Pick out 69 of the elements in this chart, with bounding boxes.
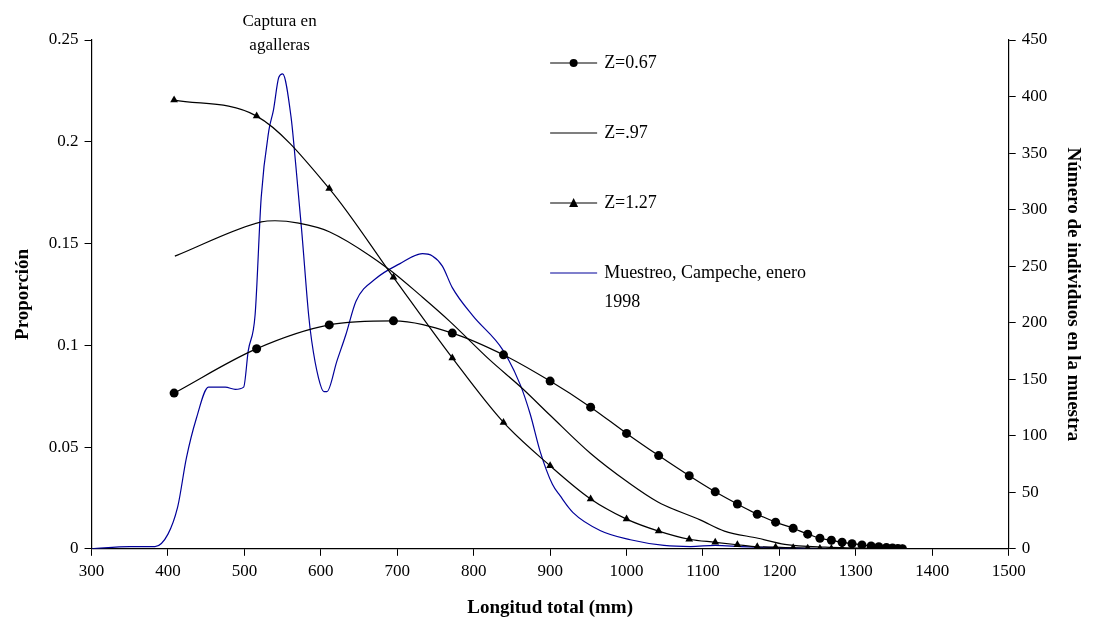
point [499,417,508,425]
x-tick-label: 300 [78,561,105,581]
y2-tick-label: 200 [1021,312,1048,332]
point [170,95,178,103]
y2-tick-label: 400 [1021,86,1048,105]
legend-label: Z=.97 [604,121,648,142]
point [545,376,555,386]
x-tick-label: 1400 [915,561,950,581]
x-tick-label: 800 [460,561,487,581]
y-axis-title: Proporción [11,248,33,340]
point [325,184,334,191]
point [815,533,825,543]
point [847,539,857,549]
point [389,272,398,280]
x-axis-title: Longitud total (mm) [467,595,633,618]
y-tick-label: 0.15 [48,232,79,252]
point [448,353,457,361]
y-tick-label: 0.25 [48,29,79,49]
x-tick-label: 600 [308,561,334,581]
x-tick-label: 1100 [686,561,720,581]
y-tick-label: 0 [70,538,79,558]
y-tick-label: 0.2 [57,131,79,151]
point [654,451,664,461]
point [732,499,742,509]
point [622,428,632,438]
point [499,350,508,360]
y2-tick-label: 450 [1021,29,1048,49]
x-tick-label: 1500 [991,561,1026,581]
point [324,320,334,330]
point [826,535,836,545]
x-tick-label: 500 [231,561,258,581]
point [252,344,262,354]
point [447,328,457,338]
point [711,537,720,545]
legend-label: Z=0.67 [604,51,657,72]
point [710,487,720,497]
x-tick-label: 1300 [838,561,873,581]
point [733,540,742,547]
legend-label: Z=1.27 [604,191,657,212]
y2-tick-label: 350 [1021,142,1048,162]
x-tick-label: 1000 [609,561,644,581]
y-tick-label: 0.05 [48,436,79,456]
y2-tick-label: 250 [1021,255,1048,275]
x-tick-label: 400 [155,561,181,581]
x-tick-label: 700 [384,561,411,581]
point [622,514,631,522]
y2-tick-label: 0 [1021,538,1031,558]
point [586,494,595,502]
point [169,388,179,398]
point [388,316,398,326]
y2-tick-label: 300 [1021,199,1048,219]
point [771,517,781,527]
y2-tick-label: 50 [1021,481,1039,501]
x-tick-label: 900 [537,561,563,581]
x-tick-label: 1200 [762,561,797,581]
point [803,529,813,539]
point [752,509,762,519]
annotation: Captura en agalleras [242,11,318,54]
point [546,461,555,469]
point [857,540,867,549]
legend-label: Muestreo, Campeche, enero 1998 [604,261,807,311]
y2-axis-title: Número de individuos en la muestra [1063,147,1085,442]
point [788,523,798,533]
point [586,402,596,412]
point [837,537,847,547]
point [684,471,694,481]
y2-tick-label: 150 [1021,368,1048,388]
y2-tick-label: 100 [1021,425,1048,445]
y-tick-label: 0.1 [57,334,79,354]
